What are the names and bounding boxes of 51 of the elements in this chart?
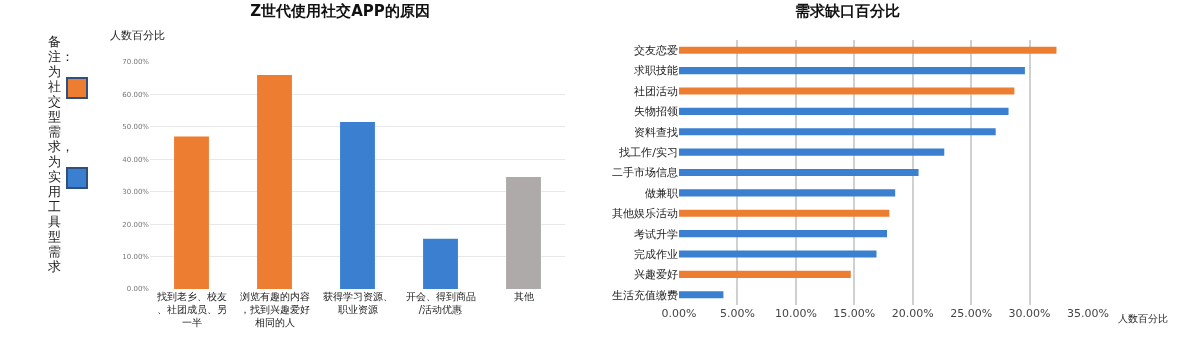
text: 社交型需求，为	[48, 79, 74, 169]
bar	[174, 136, 209, 289]
y-tick-label: 兴趣爱好	[634, 268, 678, 282]
bar	[679, 87, 1015, 95]
x-tick-label: 10.00%	[774, 307, 817, 320]
x-tick-label: 开会、得到商品/活动优惠	[405, 291, 476, 315]
x-tick-label: 20.00%	[891, 307, 934, 320]
x-axis-title: 人数百分比	[1118, 313, 1168, 324]
y-tick-label: 交友恋爱	[634, 44, 678, 58]
x-tick-label: 30.00%	[1008, 307, 1051, 320]
bar	[679, 168, 919, 177]
y-tick-label: 找工作/实习	[618, 145, 678, 159]
y-tick-label: 考试升学	[634, 227, 678, 241]
y-tick-label: 其他娱乐活动	[612, 207, 678, 221]
x-tick-label: 找到老乡、校友、社团成员、另一半	[155, 291, 227, 328]
x-tick-label: 15.00%	[833, 307, 876, 320]
y-axis-title: 人数百分比	[110, 29, 165, 42]
text: 实用工具型需求	[48, 169, 62, 274]
bar	[340, 121, 375, 289]
y-tick-label: 资料查找	[634, 125, 678, 139]
bar	[257, 74, 292, 289]
bar	[679, 230, 888, 238]
bar	[679, 209, 890, 217]
bar	[679, 67, 1025, 75]
chart-title: 需求缺口百分比	[794, 1, 900, 20]
bar	[679, 46, 1057, 54]
bar	[679, 250, 877, 258]
x-tick-label: 其他	[513, 291, 534, 302]
bar	[679, 189, 896, 197]
x-tick-label: 25.00%	[950, 307, 993, 320]
y-tick-label: 做兼职	[645, 186, 678, 200]
y-tick-label: 完成作业	[634, 247, 678, 261]
y-tick-label: 生活充值缴费	[612, 288, 678, 302]
x-tick-label: 获得学习资源、职业资源	[322, 291, 393, 315]
y-tick-label: 二手市场信息	[612, 166, 678, 180]
bar	[679, 291, 724, 299]
x-tick-label: 0.00%	[661, 307, 697, 320]
y-tick-label: 社团活动	[634, 84, 678, 98]
bar	[423, 238, 458, 289]
x-tick-label: 35.00%	[1067, 307, 1109, 320]
bar	[679, 107, 1009, 115]
y-tick-label: 失物招领	[634, 105, 678, 119]
bar	[679, 270, 851, 278]
bar	[506, 177, 541, 289]
text: 备注：为	[48, 34, 74, 79]
bar	[679, 148, 945, 156]
x-tick-label: 5.00%	[719, 307, 755, 320]
x-tick-label: 浏览有趣的内容，找到兴趣爱好相同的人	[239, 291, 310, 328]
y-tick-label: 求职技能	[634, 64, 678, 78]
chart-title: Z世代使用社交APP的原因	[250, 1, 430, 20]
bar	[679, 128, 996, 136]
